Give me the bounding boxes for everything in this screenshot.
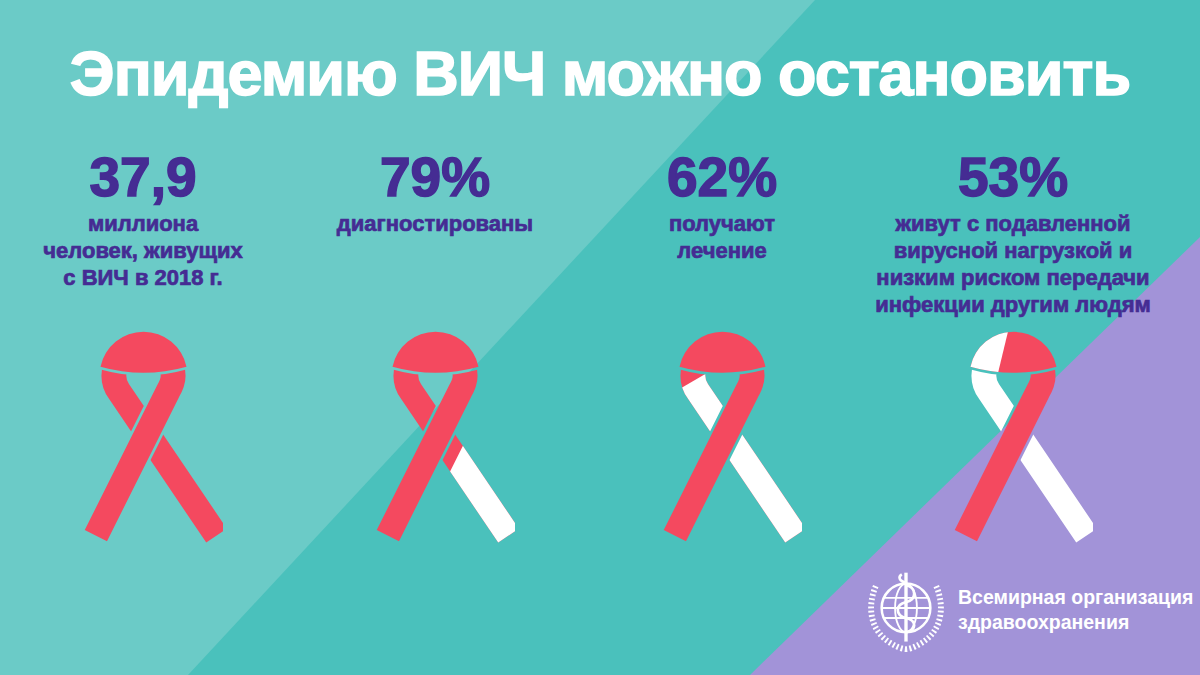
awareness-ribbon-icon-100 [64,326,223,543]
who-emblem-icon [864,571,948,655]
awareness-ribbon-icon-79 [356,326,515,543]
infographic-page: Эпидемию ВИЧ можно остановить 37,9 милли… [0,0,1200,675]
who-org-name: Всемирная организация здравоохранения [958,585,1193,635]
stat-label: получают лечение [552,210,892,264]
awareness-ribbon-icon-62 [643,326,802,543]
stat-value: 62% [552,150,892,205]
stat-label: живут с подавленной вирусной нагрузкой и… [843,210,1183,318]
stat-value: 53% [843,150,1183,205]
page-title: Эпидемию ВИЧ можно остановить [0,42,1200,105]
awareness-ribbon-icon-53 [934,326,1093,543]
